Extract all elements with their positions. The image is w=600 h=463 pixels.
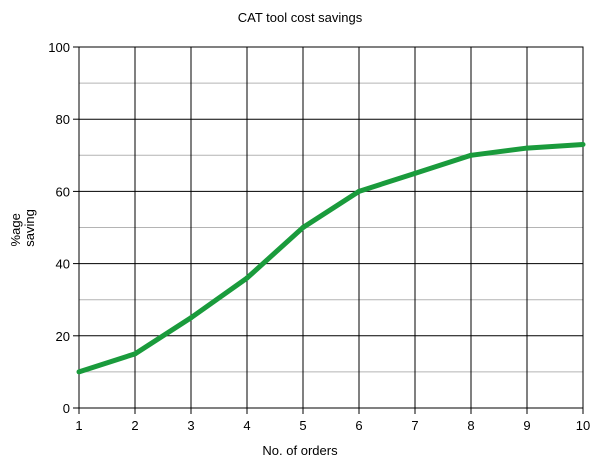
data-point xyxy=(468,152,474,158)
y-axis-label-line-2: saving xyxy=(22,209,37,247)
x-tick-label: 9 xyxy=(523,418,530,433)
y-tick-label: 80 xyxy=(56,112,70,127)
data-point xyxy=(300,225,306,230)
x-axis-label: No. of orders xyxy=(262,443,338,458)
x-tick-label: 10 xyxy=(576,418,590,433)
data-point xyxy=(580,141,586,147)
y-tick-label: 20 xyxy=(56,329,70,344)
y-tick-label: 60 xyxy=(56,184,70,199)
x-tick-label: 7 xyxy=(411,418,418,433)
y-tick-label: 0 xyxy=(63,401,70,416)
x-axis-ticks: 1 2 3 4 5 6 7 8 9 10 xyxy=(75,408,590,433)
x-tick-label: 2 xyxy=(131,418,138,433)
x-tick-label: 1 xyxy=(75,418,82,433)
x-tick-label: 5 xyxy=(299,418,306,433)
y-tick-label: 100 xyxy=(48,40,70,55)
data-point xyxy=(244,275,250,281)
data-point xyxy=(412,170,418,176)
y-axis-ticks: 0 20 40 60 80 100 xyxy=(48,40,79,416)
minor-gridlines xyxy=(79,82,583,373)
y-axis-label-line-1: %age xyxy=(8,213,23,246)
series-group xyxy=(76,141,586,375)
y-tick-label: 40 xyxy=(56,257,70,272)
chart-title: CAT tool cost savings xyxy=(238,10,363,25)
x-tick-label: 8 xyxy=(467,418,474,433)
x-tick-label: 4 xyxy=(243,418,250,433)
plot-frame xyxy=(78,46,584,409)
data-point xyxy=(524,145,530,151)
data-point xyxy=(76,369,82,375)
data-point xyxy=(356,188,362,194)
data-point xyxy=(132,351,138,357)
series-line xyxy=(78,141,584,375)
x-tick-label: 3 xyxy=(187,418,194,433)
y-axis-label: %age saving xyxy=(8,209,37,247)
data-point xyxy=(188,315,194,321)
x-tick-label: 6 xyxy=(355,418,362,433)
plot-border xyxy=(78,46,584,409)
